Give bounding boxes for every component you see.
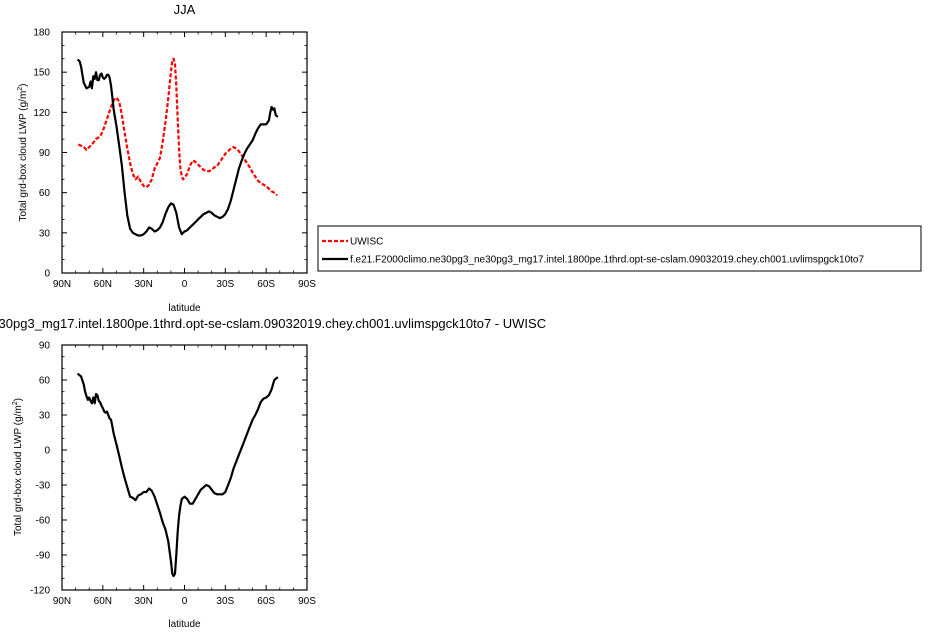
x-tick-label: 90S [298,596,316,607]
series-line-1 [77,373,279,578]
legend: UWISC f.e21.F2000climo.ne30pg3_ne30pg3_m… [317,225,922,272]
y-axis-label: Total grd-box cloud LWP (g/m2) [17,83,29,221]
legend-box [317,225,922,272]
x-tick-label: 60N [94,596,112,607]
plot-frame [61,31,308,274]
x-tick-label: 30S [216,596,234,607]
y-tick-label: -30 [36,481,51,492]
x-tick-label: 90S [298,279,316,290]
y-axis-label-close: ) [18,83,29,86]
y-axis-label-text: Total grd-box cloud LWP (g/m [13,405,24,536]
series-line-1 [77,57,278,197]
series-line-2 [77,58,279,237]
x-axis-label: latitude [168,619,201,630]
x-tick-label: 60S [257,596,275,607]
y-tick-label: 180 [33,28,50,39]
x-tick-label: 0 [182,596,188,607]
plot-frame [61,344,308,591]
legend-label-uwisc: UWISC [350,237,383,248]
difference-title: f.e21.F2000climo.ne30pg3_ne30pg3_mg17.in… [0,316,546,331]
y-tick-label: 30 [39,228,51,239]
x-tick-label: 0 [182,279,188,290]
panel-difference: f.e21.F2000climo.ne30pg3_ne30pg3_mg17.in… [0,316,546,630]
y-tick-label: 120 [33,108,50,119]
x-tick-label: 90N [53,596,71,607]
y-axis-label-close: ) [13,398,24,401]
y-tick-label: -120 [30,586,50,597]
y-tick-label: 30 [39,411,51,422]
x-axis-label: latitude [168,303,201,314]
y-tick-label: 60 [39,188,51,199]
x-tick-label: 30N [134,279,152,290]
x-tick-label: 90N [53,279,71,290]
y-tick-label: 0 [44,269,50,280]
y-tick-label: 150 [33,68,50,79]
y-tick-label: 90 [39,341,51,352]
panel-jja: JJA 90N 60N 30N 0 30S 60S 90S 0 30 60 90 120 150 180… [17,2,316,314]
y-axis-label-superscript: 2 [17,87,24,91]
x-tick-label: 60S [257,279,275,290]
y-tick-label: 60 [39,376,51,387]
chart-title: JJA [174,2,196,17]
y-tick-label: 90 [39,148,51,159]
y-axis-label-superscript: 2 [12,401,19,405]
x-tick-label: 60N [94,279,112,290]
y-tick-label: -90 [36,551,51,562]
legend-label-model: f.e21.F2000climo.ne30pg3_ne30pg3_mg17.in… [350,255,864,266]
y-tick-label: 0 [44,446,50,457]
x-tick-label: 30N [134,596,152,607]
y-axis-label: Total grd-box cloud LWP (g/m2) [12,398,24,536]
x-tick-label: 30S [216,279,234,290]
y-tick-label: -60 [36,516,51,527]
y-axis-label-text: Total grd-box cloud LWP (g/m [18,91,29,222]
